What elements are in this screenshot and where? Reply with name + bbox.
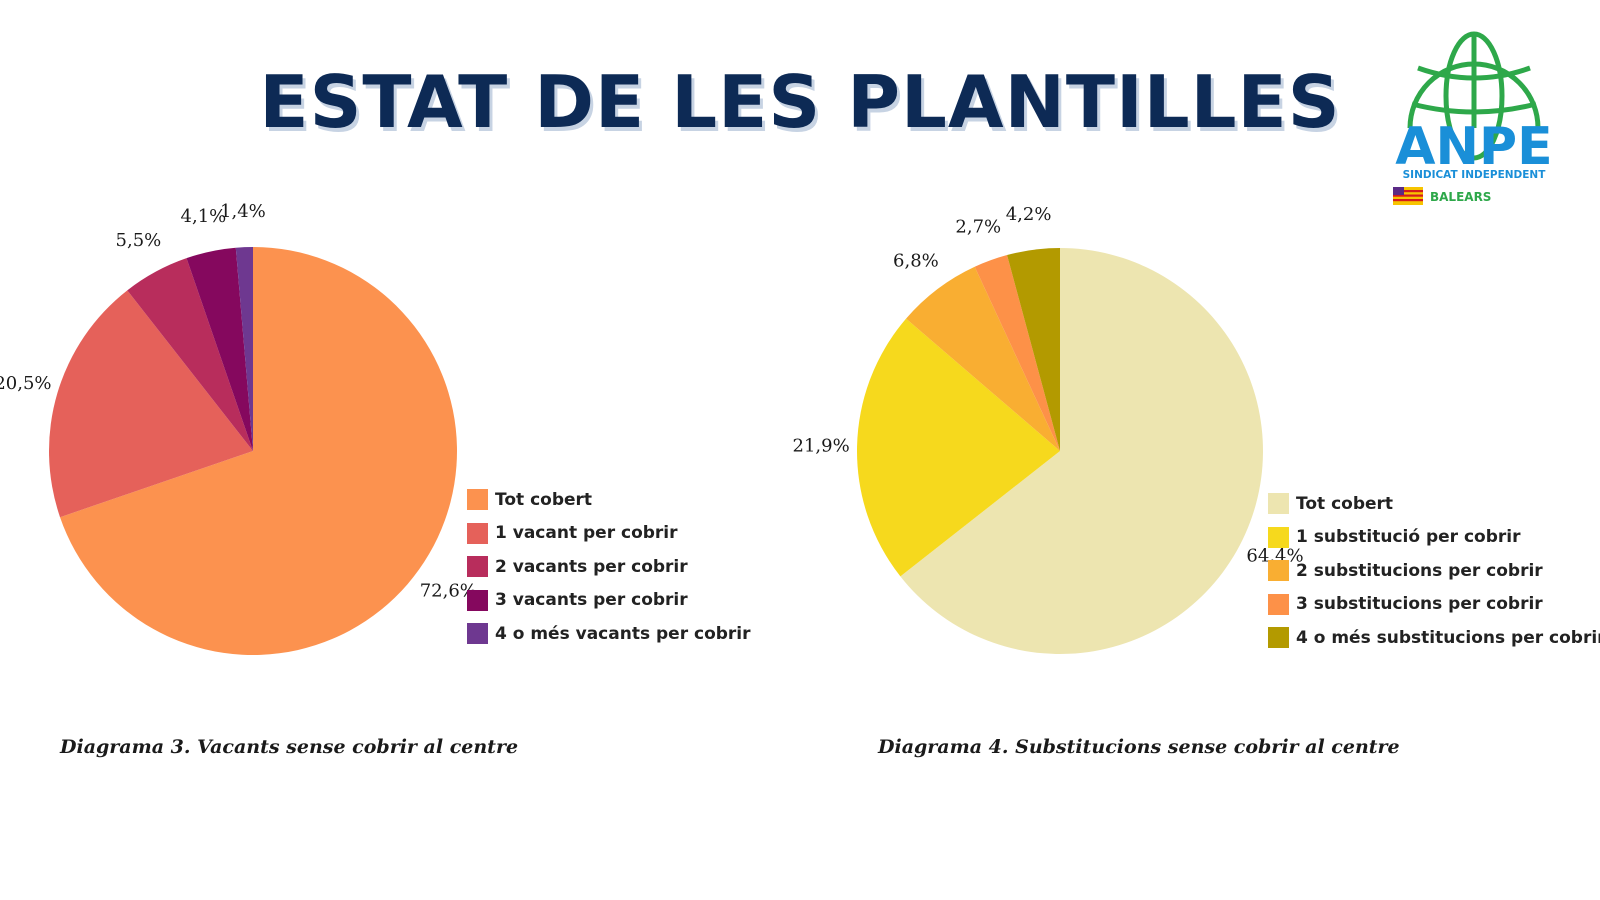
pie-slice-2-vacants-per-cobrir	[127, 258, 253, 451]
page-title: ESTAT DE LES PLANTILLES	[259, 60, 1341, 144]
legend-item-1-substitucio-per-cobrir: 1 substitució per cobrir	[1268, 521, 1600, 555]
pie-slice-1-vacant-per-cobrir	[49, 290, 253, 518]
legend-label: 3 substitucions per cobrir	[1296, 594, 1543, 615]
legend-swatch	[1268, 493, 1289, 515]
legend-label: Tot cobert	[495, 489, 593, 510]
pie-chart-4: 64,4% 21,9% 6,8% 2,7%4,2%	[793, 204, 1304, 654]
legend-swatch	[467, 589, 488, 611]
logo-region: BALEARS	[1430, 190, 1491, 204]
anpe-logo: ANPE SINDICAT INDEPENDENT BALEARS	[1393, 31, 1553, 205]
pie-slice-tot-cobert	[900, 248, 1263, 654]
legend-item-tot-cobert: Tot cobert	[1268, 487, 1600, 521]
data-label-1-vacant-per-cobrir: 20,5%	[0, 373, 51, 394]
pie-chart-3: 72,6% 20,5% 5,5% 4,1%1,4%	[0, 201, 477, 655]
legend-label: 3 vacants per cobrir	[495, 590, 688, 611]
legend-item-1-vacant-per-cobrir: 1 vacant per cobrir	[467, 517, 751, 551]
pie-slice-3-vacants-per-cobrir	[186, 247, 253, 451]
legend-label: 1 vacant per cobrir	[495, 523, 678, 544]
legend-swatch	[467, 489, 488, 511]
legend-item-4-o-mes-substitucions-per-cobrir: 4 o més substitucions per cobrir	[1268, 621, 1600, 655]
globe-icon	[1407, 31, 1541, 161]
legend-swatch	[467, 623, 488, 645]
data-label-3-vacants-per-cobrir: 4,1%	[181, 206, 227, 227]
caption-diagrama-4: Diagrama 4. Substitucions sense cobrir a…	[878, 736, 1400, 758]
pie-slice-4-o-mes-vacants-per-cobrir	[235, 247, 253, 451]
data-label-4-o-mes-vacants-per-cobrir: 1,4%	[220, 201, 266, 222]
legend-label: 1 substitució per cobrir	[1296, 527, 1521, 548]
data-label-tot-cobert: 64,4%	[1246, 546, 1303, 567]
pie-slice-4-o-mes-substitucions-per-cobrir	[1007, 248, 1060, 451]
legend-label: 2 vacants per cobrir	[495, 556, 688, 577]
pie-slice-2-substitucions-per-cobrir	[906, 266, 1060, 451]
legend-item-3-vacants-per-cobrir: 3 vacants per cobrir	[467, 584, 751, 618]
legend-swatch	[467, 556, 488, 578]
pie-slice-1-substitucio-per-cobrir	[856, 318, 1060, 577]
legend-swatch	[1268, 526, 1289, 548]
caption-diagrama-3: Diagrama 3. Vacants sense cobrir al cent…	[60, 736, 519, 758]
legend-item-2-substitucions-per-cobrir: 2 substitucions per cobrir	[1268, 554, 1600, 588]
legend-item-4-o-mes-vacants-per-cobrir: 4 o més vacants per cobrir	[467, 617, 751, 651]
data-label-2-substitucions-per-cobrir: 6,8%	[893, 250, 939, 271]
data-label-3-substitucions-per-cobrir: 2,7%	[955, 216, 1001, 237]
legend-vacants: Tot cobert 1 vacant per cobrir 2 vacants p…	[467, 483, 751, 651]
logo-brand: ANPE	[1395, 117, 1552, 177]
legend-label: 2 substitucions per cobrir	[1296, 560, 1543, 581]
legend-substitucions: Tot cobert 1 substitució per cobrir 2 subs…	[1268, 487, 1600, 655]
data-label-tot-cobert: 72,6%	[420, 581, 477, 602]
logo-subtitle: SINDICAT INDEPENDENT	[1403, 169, 1547, 181]
pie-slice-3-substitucions-per-cobrir	[974, 255, 1060, 451]
legend-label: 4 o més substitucions per cobrir	[1296, 627, 1600, 648]
pie-slice-tot-cobert	[60, 247, 458, 655]
data-label-4-o-mes-substitucions-per-cobrir: 4,2%	[1006, 204, 1052, 225]
legend-item-3-substitucions-per-cobrir: 3 substitucions per cobrir	[1268, 588, 1600, 622]
legend-label: 4 o més vacants per cobrir	[495, 623, 751, 644]
legend-swatch	[1268, 593, 1289, 615]
legend-item-2-vacants-per-cobrir: 2 vacants per cobrir	[467, 550, 751, 584]
legend-swatch	[1268, 560, 1289, 582]
data-label-2-vacants-per-cobrir: 5,5%	[116, 230, 162, 251]
legend-swatch	[1268, 627, 1289, 649]
legend-swatch	[467, 522, 488, 544]
data-label-1-substitucio-per-cobrir: 21,9%	[793, 436, 850, 457]
balearic-flag-icon	[1393, 187, 1423, 205]
legend-item-tot-cobert: Tot cobert	[467, 483, 751, 517]
legend-label: Tot cobert	[1296, 493, 1394, 514]
